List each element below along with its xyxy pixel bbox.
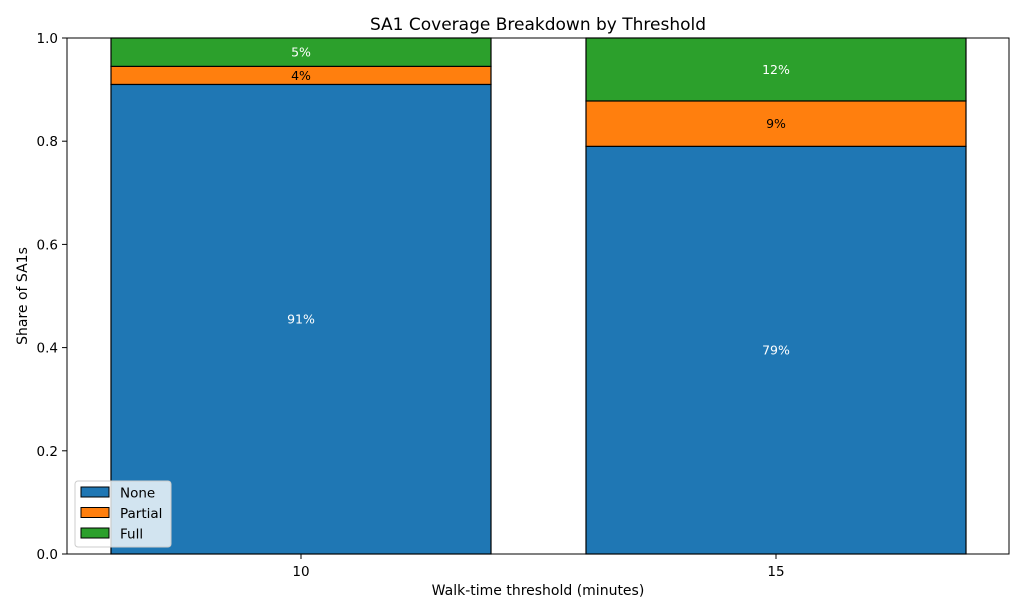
y-tick-label: 0.4 bbox=[37, 341, 58, 357]
legend-label-full: Full bbox=[120, 527, 143, 543]
plot-frame bbox=[66, 37, 1010, 555]
y-tick-label: 0.2 bbox=[37, 444, 58, 460]
bar-segment-partial-15 bbox=[585, 100, 967, 147]
legend-swatch-none bbox=[80, 486, 110, 498]
chart-title: SA1 Coverage Breakdown by Threshold bbox=[370, 15, 706, 35]
data-label-full-15: 12% bbox=[762, 62, 790, 77]
y-tick-label: 0.8 bbox=[37, 134, 58, 150]
y-axis: 0.0 0.2 0.4 0.6 0.8 1.0 bbox=[37, 31, 67, 563]
legend: None Partial Full bbox=[74, 480, 172, 548]
y-tick-label: 0.0 bbox=[37, 547, 58, 563]
y-axis-label: Share of SA1s bbox=[15, 247, 31, 345]
x-tick-label: 10 bbox=[292, 564, 309, 580]
y-tick-label: 0.6 bbox=[37, 237, 58, 253]
legend-label-none: None bbox=[120, 486, 155, 502]
data-label-partial-15: 9% bbox=[766, 116, 786, 131]
x-tick-label: 15 bbox=[767, 564, 784, 580]
x-axis-label: Walk-time threshold (minutes) bbox=[432, 583, 645, 599]
y-tick-label: 1.0 bbox=[37, 31, 58, 47]
legend-swatch-full bbox=[80, 527, 110, 539]
legend-swatch-partial bbox=[80, 507, 110, 518]
data-label-full-10: 5% bbox=[291, 45, 311, 60]
data-label-none-10: 91% bbox=[287, 312, 315, 327]
data-label-partial-10: 4% bbox=[291, 68, 311, 83]
bars-layer: 91% 4% 5% 79% 9% 12% bbox=[110, 37, 967, 555]
x-axis: 10 15 bbox=[292, 554, 785, 580]
legend-label-partial: Partial bbox=[120, 506, 162, 522]
bar-segment-none-10 bbox=[110, 83, 492, 555]
bar-segment-full-15 bbox=[585, 37, 967, 102]
data-label-none-15: 79% bbox=[762, 343, 790, 358]
bar-segment-none-15 bbox=[585, 145, 967, 555]
